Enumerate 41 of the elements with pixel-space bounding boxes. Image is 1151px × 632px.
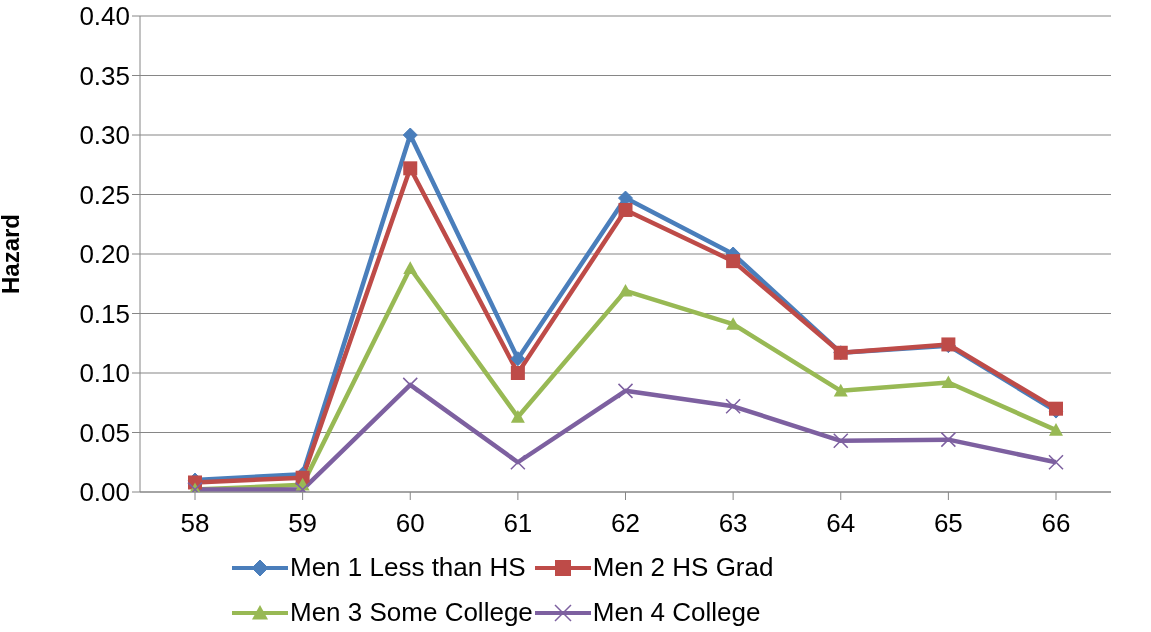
point <box>725 398 741 415</box>
point <box>510 410 525 423</box>
y-tick-label: 0.05 <box>79 417 130 448</box>
x-tick-label: 58 <box>180 508 210 539</box>
point <box>510 351 526 367</box>
point <box>726 254 741 269</box>
x-tick-label: 65 <box>933 508 963 539</box>
legend-label: Men 3 Some College <box>290 597 533 628</box>
point <box>510 366 525 380</box>
x-tick-label: 63 <box>718 508 748 539</box>
y-tick-label: 0.35 <box>79 60 130 91</box>
point <box>833 433 849 449</box>
point <box>1048 454 1064 470</box>
point <box>940 431 957 448</box>
x-tick-label: 59 <box>288 508 318 539</box>
point <box>941 375 956 389</box>
point <box>833 383 848 397</box>
legend-label: Men 4 College <box>592 597 761 628</box>
legend-label: Men 2 HS Grad <box>592 552 774 583</box>
y-tick-label: 0.30 <box>79 120 130 151</box>
y-tick-label: 0.00 <box>79 477 130 508</box>
point <box>403 261 418 274</box>
y-tick-label: 0.20 <box>79 239 130 270</box>
point <box>1049 423 1063 436</box>
x-tick-label: 62 <box>611 508 640 539</box>
point <box>617 383 634 399</box>
x-tick-label: 61 <box>503 508 533 539</box>
point <box>403 161 418 176</box>
y-tick-label: 0.40 <box>79 1 130 32</box>
x-tick-label: 64 <box>826 508 856 539</box>
y-axis-title: Hazard <box>0 213 24 295</box>
point <box>618 202 633 217</box>
y-tick-label: 0.25 <box>79 179 130 210</box>
x-tick-label: 60 <box>395 508 425 539</box>
x-tick-label: 66 <box>1041 508 1071 539</box>
y-tick-label: 0.15 <box>79 298 130 329</box>
y-tick-label: 0.10 <box>79 358 130 389</box>
point <box>402 127 418 143</box>
point <box>510 454 526 470</box>
legend-label: Men 1 Less than HS <box>290 552 526 583</box>
point <box>618 283 633 297</box>
